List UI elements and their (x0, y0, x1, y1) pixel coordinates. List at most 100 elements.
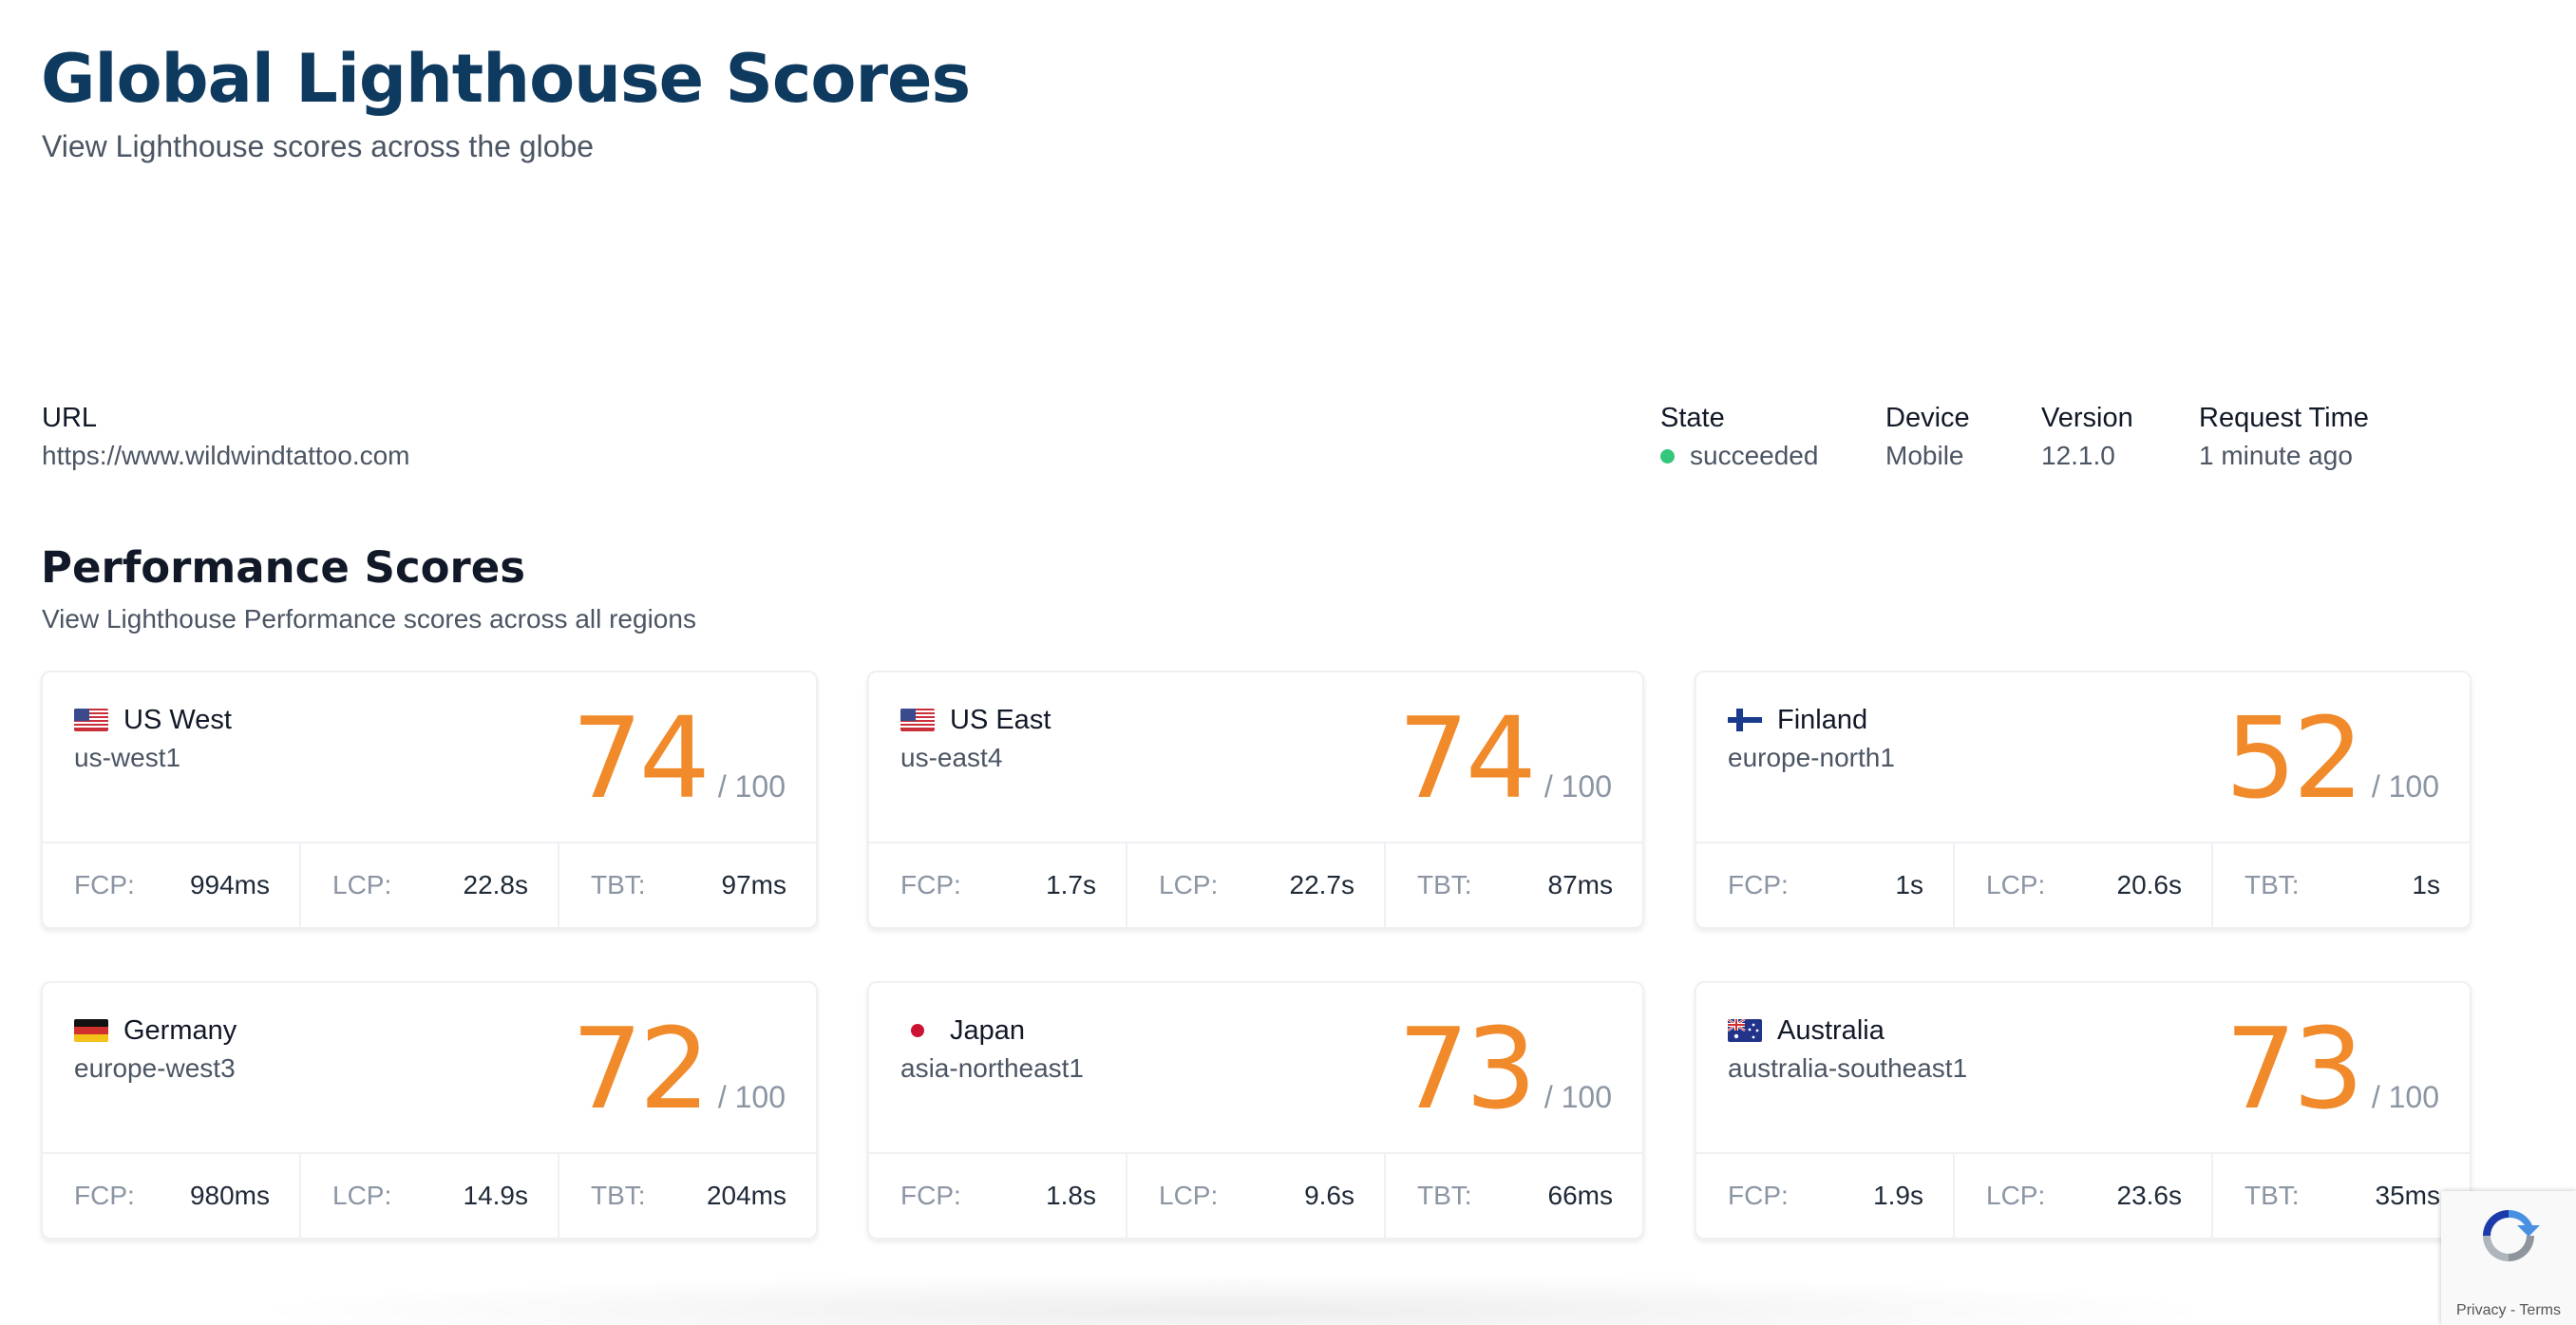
performance-score: 73 (1397, 1003, 1537, 1134)
metric-label: FCP: (74, 870, 135, 899)
metric-value: 1.7s (1046, 870, 1096, 899)
metric-lcp: LCP: 22.7s (1126, 843, 1384, 927)
performance-score: 73 (2225, 1003, 2364, 1134)
request-time-label: Request Time (2199, 403, 2369, 433)
metric-label: TBT: (1417, 870, 1472, 899)
device-value: Mobile (1885, 441, 1964, 470)
finland-flag-icon (1728, 709, 1762, 731)
metric-value: 20.6s (2116, 870, 2183, 899)
url-value: https://www.wildwindtattoo.com (42, 441, 410, 470)
metric-tbt: TBT: 204ms (558, 1154, 816, 1238)
metric-value: 1s (1895, 870, 1923, 899)
australia-flag-icon (1728, 1019, 1762, 1042)
metric-value: 97ms (721, 870, 786, 899)
metric-lcp: LCP: 23.6s (1953, 1154, 2211, 1238)
region-card-asia-northeast1[interactable]: Japan asia-northeast1 73 / 100 FCP: 1.8s… (867, 981, 1644, 1240)
region-card-europe-west3[interactable]: Germany europe-west3 72 / 100 FCP: 980ms… (41, 981, 818, 1240)
metric-value: 980ms (189, 1181, 270, 1210)
performance-score: 74 (1397, 692, 1537, 823)
metric-value: 87ms (1547, 870, 1613, 899)
metric-tbt: TBT: 97ms (558, 843, 816, 927)
performance-score: 52 (2225, 692, 2364, 823)
germany-flag-icon (74, 1019, 108, 1042)
region-card-header: Finland europe-north1 52 / 100 (1696, 672, 2470, 847)
version-value: 12.1.0 (2041, 441, 2115, 470)
region-title: US West (74, 701, 232, 739)
version-label: Version (2041, 403, 2133, 433)
performance-score: 72 (571, 1003, 710, 1134)
metric-label: LCP: (332, 1181, 392, 1210)
score-display: 72 / 100 (572, 1012, 786, 1126)
state-value: succeeded (1690, 441, 1819, 470)
region-card-europe-north1[interactable]: Finland europe-north1 52 / 100 FCP: 1s L… (1695, 671, 2472, 929)
score-max: / 100 (1544, 1080, 1612, 1114)
us-flag-icon (900, 709, 935, 731)
metric-lcp: LCP: 22.8s (299, 843, 558, 927)
score-display: 52 / 100 (2226, 701, 2439, 815)
metric-lcp: LCP: 14.9s (299, 1154, 558, 1238)
metric-label: TBT: (591, 870, 646, 899)
region-title: US East (900, 701, 1051, 739)
metric-fcp: FCP: 1s (1696, 843, 1953, 927)
metric-label: TBT: (1417, 1181, 1472, 1210)
request-time-meta: Request Time 1 minute ago (2199, 399, 2369, 475)
metric-label: LCP: (1986, 870, 2046, 899)
metric-tbt: TBT: 35ms (2211, 1154, 2470, 1238)
metric-label: FCP: (1728, 870, 1789, 899)
url-label: URL (42, 403, 98, 433)
score-max: / 100 (2371, 769, 2439, 804)
metric-lcp: LCP: 9.6s (1126, 1154, 1384, 1238)
region-title: Germany (74, 1012, 237, 1050)
performance-subtitle: View Lighthouse Performance scores acros… (42, 604, 696, 634)
region-name: US West (123, 705, 232, 735)
metrics-row: FCP: 1s LCP: 20.6s TBT: 1s (1696, 842, 2470, 927)
japan-flag-icon (900, 1019, 935, 1042)
metric-value: 1s (2412, 870, 2440, 899)
request-time-value: 1 minute ago (2199, 441, 2353, 470)
performance-score: 74 (571, 692, 710, 823)
recaptcha-badge[interactable]: Privacy - Terms (2441, 1191, 2576, 1325)
metric-value: 14.9s (463, 1181, 529, 1210)
metric-label: FCP: (900, 1181, 961, 1210)
metric-label: TBT: (591, 1181, 646, 1210)
metric-value: 66ms (1547, 1181, 1613, 1210)
metric-label: LCP: (1986, 1181, 2046, 1210)
region-card-us-east4[interactable]: US East us-east4 74 / 100 FCP: 1.7s LCP:… (867, 671, 1644, 929)
metric-fcp: FCP: 1.7s (869, 843, 1126, 927)
score-display: 74 / 100 (1398, 701, 1612, 815)
bottom-shadow (237, 1273, 2232, 1325)
region-name: Japan (950, 1015, 1026, 1046)
metric-value: 35ms (2375, 1181, 2440, 1210)
metric-fcp: FCP: 980ms (43, 1154, 299, 1238)
metric-label: LCP: (1159, 870, 1219, 899)
score-max: / 100 (1544, 769, 1612, 804)
metric-tbt: TBT: 87ms (1384, 843, 1642, 927)
region-card-australia-southeast1[interactable]: Australia australia-southeast1 73 / 100 … (1695, 981, 2472, 1240)
performance-title: Performance Scores (41, 542, 526, 593)
metric-label: FCP: (74, 1181, 135, 1210)
metric-fcp: FCP: 1.9s (1696, 1154, 1953, 1238)
metrics-row: FCP: 1.7s LCP: 22.7s TBT: 87ms (869, 842, 1642, 927)
version-meta: Version 12.1.0 (2041, 399, 2199, 475)
device-label: Device (1885, 403, 1970, 433)
state-meta: State succeeded (1660, 399, 1885, 475)
metrics-row: FCP: 1.8s LCP: 9.6s TBT: 66ms (869, 1152, 1642, 1238)
status-dot-icon (1660, 448, 1675, 464)
region-code: europe-west3 (74, 1053, 236, 1083)
region-card-header: Germany europe-west3 72 / 100 (43, 983, 816, 1158)
metric-label: LCP: (1159, 1181, 1219, 1210)
region-code: us-east4 (900, 743, 1003, 772)
metric-label: FCP: (900, 870, 961, 899)
url-meta: URL https://www.wildwindtattoo.com (42, 399, 410, 475)
region-name: Finland (1777, 705, 1868, 735)
device-meta: Device Mobile (1885, 399, 2041, 475)
page-subtitle: View Lighthouse scores across the globe (42, 129, 595, 163)
recaptcha-links[interactable]: Privacy - Terms (2456, 1302, 2561, 1318)
region-code: europe-north1 (1728, 743, 1895, 772)
score-display: 74 / 100 (572, 701, 786, 815)
region-code: us-west1 (74, 743, 181, 772)
region-code: australia-southeast1 (1728, 1053, 1968, 1083)
region-card-us-west1[interactable]: US West us-west1 74 / 100 FCP: 994ms LCP… (41, 671, 818, 929)
region-title: Japan (900, 1012, 1025, 1050)
metric-fcp: FCP: 994ms (43, 843, 299, 927)
